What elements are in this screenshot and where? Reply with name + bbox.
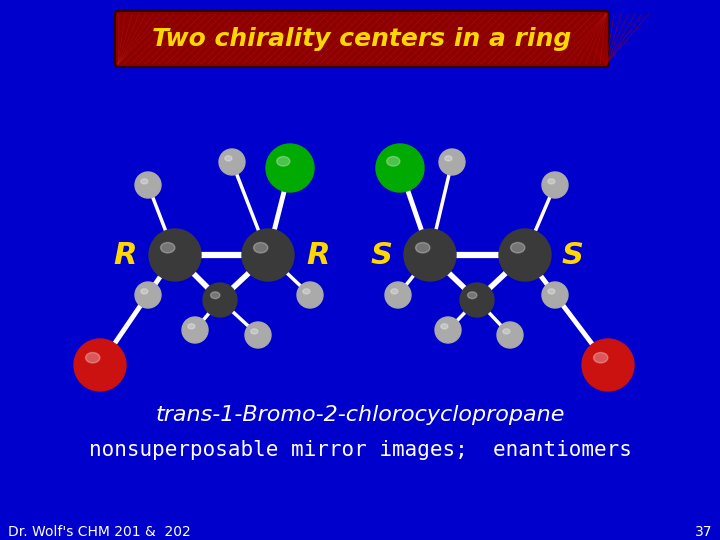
Ellipse shape	[253, 242, 268, 253]
Text: trans-1-Bromo-2-chlorocyclopropane: trans-1-Bromo-2-chlorocyclopropane	[156, 405, 564, 425]
Ellipse shape	[161, 242, 175, 253]
Ellipse shape	[548, 289, 555, 294]
Ellipse shape	[593, 353, 608, 363]
Circle shape	[435, 317, 461, 343]
Ellipse shape	[391, 289, 398, 294]
Ellipse shape	[387, 157, 400, 166]
Text: nonsuperposable mirror images;  enantiomers: nonsuperposable mirror images; enantiome…	[89, 440, 631, 460]
Circle shape	[135, 282, 161, 308]
Circle shape	[404, 229, 456, 281]
Ellipse shape	[548, 179, 555, 184]
Circle shape	[497, 322, 523, 348]
Ellipse shape	[467, 292, 477, 299]
Ellipse shape	[210, 292, 220, 299]
Text: S: S	[562, 240, 584, 269]
Ellipse shape	[415, 242, 430, 253]
Circle shape	[297, 282, 323, 308]
Circle shape	[499, 229, 551, 281]
Ellipse shape	[441, 324, 448, 329]
Ellipse shape	[225, 156, 232, 161]
Circle shape	[149, 229, 201, 281]
Ellipse shape	[141, 179, 148, 184]
Circle shape	[74, 339, 126, 391]
FancyBboxPatch shape	[115, 11, 609, 67]
Circle shape	[219, 149, 245, 175]
Ellipse shape	[445, 156, 452, 161]
Circle shape	[203, 283, 237, 317]
Circle shape	[542, 172, 568, 198]
Ellipse shape	[86, 353, 100, 363]
Text: Dr. Wolf's CHM 201 &  202: Dr. Wolf's CHM 201 & 202	[8, 525, 191, 539]
Ellipse shape	[141, 289, 148, 294]
Circle shape	[266, 144, 314, 192]
Ellipse shape	[503, 329, 510, 334]
Circle shape	[460, 283, 494, 317]
Circle shape	[542, 282, 568, 308]
Ellipse shape	[510, 242, 525, 253]
Text: R: R	[113, 240, 137, 269]
Ellipse shape	[251, 329, 258, 334]
Circle shape	[376, 144, 424, 192]
Circle shape	[135, 172, 161, 198]
Text: R: R	[306, 240, 330, 269]
Circle shape	[245, 322, 271, 348]
Circle shape	[582, 339, 634, 391]
Circle shape	[242, 229, 294, 281]
Circle shape	[385, 282, 411, 308]
Ellipse shape	[276, 157, 290, 166]
Circle shape	[439, 149, 465, 175]
Text: 37: 37	[695, 525, 712, 539]
Text: S: S	[371, 240, 393, 269]
Text: Two chirality centers in a ring: Two chirality centers in a ring	[153, 27, 572, 51]
Ellipse shape	[188, 324, 195, 329]
Circle shape	[182, 317, 208, 343]
Ellipse shape	[303, 289, 310, 294]
